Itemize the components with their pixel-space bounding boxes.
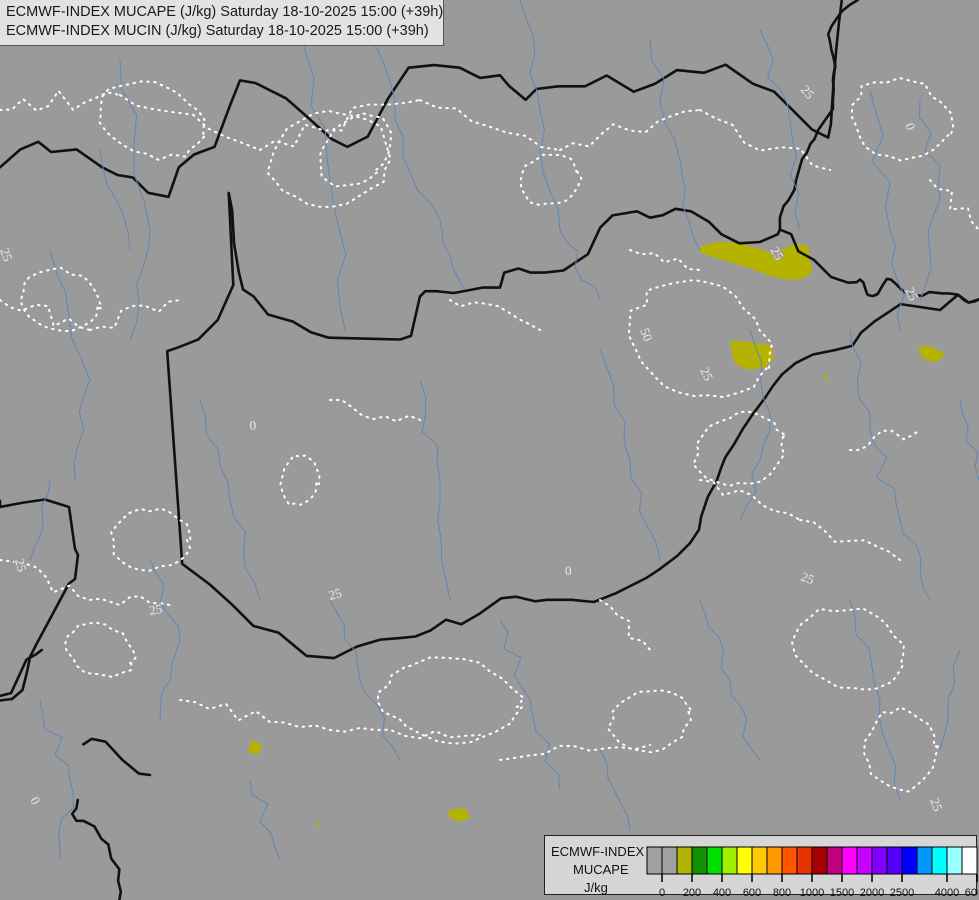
svg-text:4000: 4000 (935, 887, 959, 896)
svg-text:6000: 6000 (965, 887, 978, 896)
svg-text:600: 600 (743, 887, 761, 896)
svg-text:400: 400 (713, 887, 731, 896)
svg-text:800: 800 (773, 887, 791, 896)
svg-text:ECMWF-INDEX: ECMWF-INDEX (551, 844, 644, 859)
svg-text:200: 200 (683, 887, 701, 896)
svg-text:MUCAPE: MUCAPE (573, 862, 629, 877)
svg-text:0: 0 (565, 563, 572, 578)
svg-text:0: 0 (659, 887, 665, 896)
svg-text:J/kg: J/kg (584, 880, 608, 895)
svg-text:1000: 1000 (800, 887, 824, 896)
svg-text:2500: 2500 (890, 887, 914, 896)
svg-text:25: 25 (148, 601, 163, 618)
svg-text:1500: 1500 (830, 887, 854, 896)
svg-text:2000: 2000 (860, 887, 884, 896)
svg-text:0: 0 (249, 417, 257, 433)
